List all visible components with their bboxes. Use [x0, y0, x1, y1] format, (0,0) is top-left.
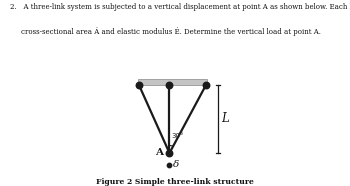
Text: 2.   A three-link system is subjected to a vertical displacement at point A as s: 2. A three-link system is subjected to a… [10, 3, 350, 11]
Point [167, 152, 172, 155]
Text: A: A [155, 148, 163, 157]
Text: cross-sectional area Á and elastic modulus É. Determine the vertical load at poi: cross-sectional area Á and elastic modul… [21, 27, 321, 36]
Point [203, 83, 209, 86]
Point [136, 83, 142, 86]
Text: 30°: 30° [172, 133, 184, 139]
Text: Figure 2 Simple three-link structure: Figure 2 Simple three-link structure [96, 178, 254, 186]
Point [167, 83, 172, 86]
Text: δ: δ [173, 160, 179, 169]
FancyBboxPatch shape [138, 79, 207, 85]
Text: L: L [221, 112, 229, 125]
Point [167, 164, 172, 167]
